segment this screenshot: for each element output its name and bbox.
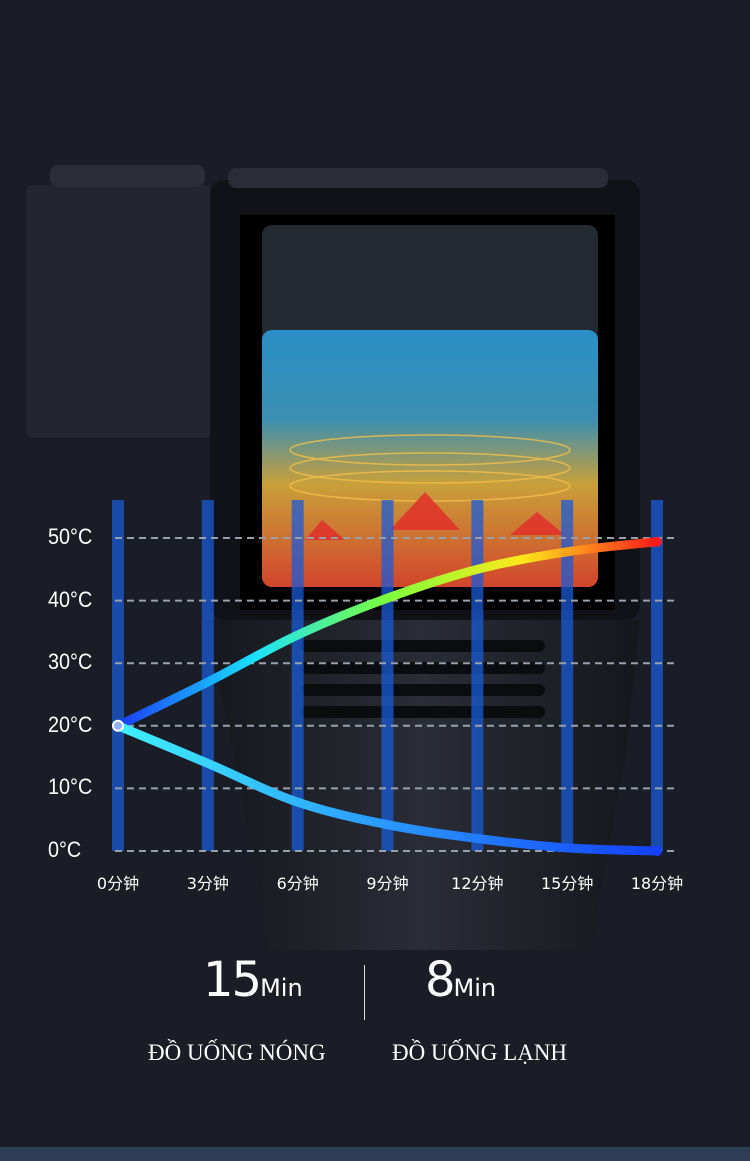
cold-time-value: 8 xyxy=(425,952,456,1008)
hot-time-unit: Min xyxy=(260,974,303,1002)
x-tick-label: 6分钟 xyxy=(276,874,319,893)
data-point xyxy=(652,536,662,547)
y-tick-label: 10°C xyxy=(48,774,93,800)
y-tick-label: 0°C xyxy=(48,837,82,862)
side-housing xyxy=(26,185,211,438)
cup-base xyxy=(205,620,640,950)
temperature-chart xyxy=(112,500,675,856)
y-tick-label: 40°C xyxy=(48,586,93,612)
start-point xyxy=(112,719,124,732)
series-line-1 xyxy=(113,721,662,856)
data-point xyxy=(652,846,662,856)
x-tick-label: 15分钟 xyxy=(540,874,594,893)
cold-time-stat: 8Min xyxy=(425,952,496,1008)
heat-arrows xyxy=(305,492,565,540)
time-bar-6 xyxy=(651,500,663,851)
x-tick-label: 18分钟 xyxy=(630,874,684,893)
time-bar-0 xyxy=(112,500,124,851)
x-tick-label: 3分钟 xyxy=(186,874,229,893)
time-bar-5 xyxy=(561,500,574,851)
y-tick-label: 30°C xyxy=(48,649,93,675)
y-tick-label: 50°C xyxy=(48,524,93,549)
hot-drink-caption: ĐỒ UỐNG NÓNG xyxy=(148,1040,326,1065)
cold-time-unit: Min xyxy=(453,974,497,1002)
series-line-0 xyxy=(113,537,662,731)
hot-time-stat: 15Min xyxy=(203,952,303,1008)
time-bar-2 xyxy=(291,500,304,851)
liquid xyxy=(262,330,598,587)
time-bar-3 xyxy=(381,500,394,851)
x-tick-label: 0分钟 xyxy=(96,874,140,893)
hot-time-value: 15 xyxy=(203,952,262,1008)
x-tick-label: 12分钟 xyxy=(451,874,504,893)
time-bar-4 xyxy=(471,500,484,851)
divider xyxy=(364,965,365,1020)
x-tick-label: 9分钟 xyxy=(366,874,409,893)
vent-slots xyxy=(300,640,545,718)
cold-drink-caption: ĐỒ UỐNG LẠNH xyxy=(392,1040,568,1065)
y-tick-label: 20°C xyxy=(48,711,93,737)
footer-bar xyxy=(0,1147,750,1161)
